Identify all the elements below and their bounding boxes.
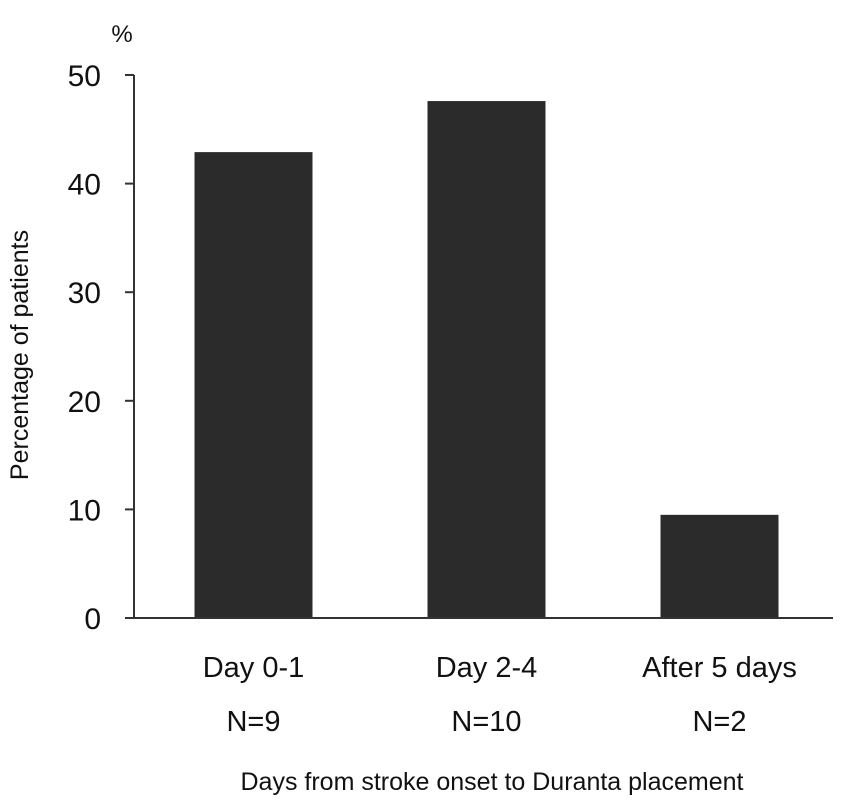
x-categories-group: Day 0-1 N=9 Day 2-4 N=10 After 5 days N=2: [203, 652, 797, 738]
x-category-label: Day 0-1: [203, 652, 305, 684]
y-axis-title: Percentage of patients: [6, 230, 34, 480]
y-unit-label: %: [111, 21, 132, 48]
x-category-label: After 5 days: [642, 652, 797, 684]
x-sample-size-label: N=9: [226, 706, 280, 738]
y-tick-label: 10: [68, 494, 101, 527]
y-tick-label: 40: [68, 169, 101, 202]
x-sample-size-label: N=2: [692, 706, 746, 738]
y-tick-label: 50: [68, 60, 101, 93]
x-category-label: Day 2-4: [436, 652, 538, 684]
y-tick-label: 30: [68, 277, 101, 310]
bar-2: [427, 101, 546, 618]
axes-group: [133, 75, 833, 619]
bars-group: [194, 101, 779, 618]
x-axis-title: Days from stroke onset to Duranta placem…: [240, 768, 743, 796]
bar-1: [194, 152, 313, 618]
x-sample-size-label: N=10: [451, 706, 521, 738]
y-tick-label: 0: [84, 603, 101, 636]
bar-3: [660, 514, 779, 618]
y-ticks-group: 0 10 20 30 40 50: [68, 60, 134, 636]
y-tick-label: 20: [68, 386, 101, 419]
